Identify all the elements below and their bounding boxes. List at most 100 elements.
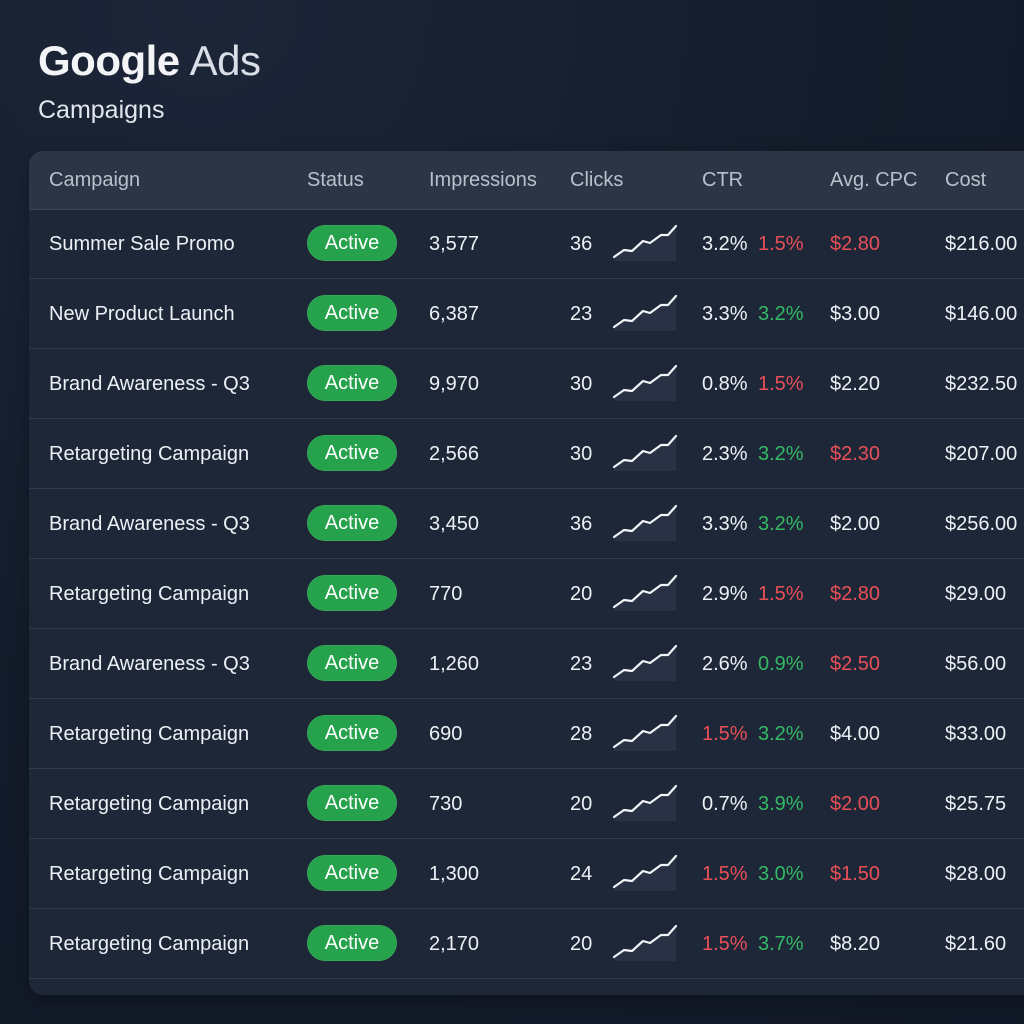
clicks-value: 24 — [570, 863, 593, 885]
avg-cpc-value: $1.50 — [830, 863, 881, 885]
ctr-value: 3.2% — [702, 233, 748, 255]
clicks-value: 28 — [570, 723, 593, 745]
impressions-value: 3,577 — [429, 233, 480, 255]
impressions-value: 3,450 — [429, 513, 480, 535]
trend-line-icon — [612, 224, 678, 261]
impressions-value: 2,566 — [429, 443, 480, 465]
ctr-value: 1.5% — [702, 933, 748, 955]
table-row[interactable]: New Product Launch Active 6,387 23 3.3% … — [29, 279, 1024, 349]
cost-value: $28.00 — [945, 863, 1007, 885]
ctr-value: 2.9% — [702, 583, 748, 605]
column-avg-cpc[interactable]: Avg. CPC — [830, 169, 918, 191]
table-row[interactable]: Retargeting Campaign Active 690 28 1.5% … — [29, 699, 1024, 769]
table-row[interactable]: Retargeting Campaign Active 730 20 0.7% … — [29, 769, 1024, 839]
ctr-change-value: 3.2% — [758, 303, 804, 325]
avg-cpc-value: $8.20 — [830, 933, 881, 955]
brand-google-text: Google — [38, 37, 180, 84]
table-row[interactable]: Retargeting Campaign Active 2,566 30 2.3… — [29, 419, 1024, 489]
clicks-value: 36 — [570, 233, 593, 255]
campaign-name[interactable]: New Product Launch — [49, 303, 235, 325]
column-campaign[interactable]: Campaign — [49, 169, 141, 191]
impressions-value: 2,170 — [429, 933, 480, 955]
cost-value: $256.00 — [945, 513, 1018, 535]
avg-cpc-value: $4.00 — [830, 723, 881, 745]
ctr-change-value: 3.2% — [758, 723, 804, 745]
trend-line-icon — [612, 854, 678, 891]
ctr-value: 2.3% — [702, 443, 748, 465]
ctr-change-value: 3.2% — [758, 443, 804, 465]
avg-cpc-value: $2.20 — [830, 373, 881, 395]
avg-cpc-value: $2.30 — [830, 443, 881, 465]
avg-cpc-value: $2.00 — [830, 793, 881, 815]
status-badge: Active — [307, 715, 397, 751]
trend-line-icon — [612, 784, 678, 821]
campaign-name[interactable]: Retargeting Campaign — [49, 443, 250, 465]
google-ads-logo: Google Ads — [38, 38, 261, 84]
column-impressions[interactable]: Impressions — [429, 169, 537, 191]
campaign-name[interactable]: Retargeting Campaign — [49, 863, 250, 885]
table-row[interactable]: Summer Sale Promo Active 3,577 36 3.2% 1… — [29, 209, 1024, 279]
column-ctr[interactable]: CTR — [702, 169, 744, 191]
cost-value: $207.00 — [945, 443, 1018, 465]
clicks-value: 36 — [570, 513, 593, 535]
table-row[interactable]: Retargeting Campaign Active 1,300 24 1.5… — [29, 839, 1024, 909]
ctr-change-value: 1.5% — [758, 583, 804, 605]
table-header: Campaign Status Impressions Clicks CTR A… — [29, 151, 1024, 210]
impressions-value: 770 — [429, 583, 463, 605]
ctr-value: 1.5% — [702, 863, 748, 885]
status-badge: Active — [307, 575, 397, 611]
clicks-value: 30 — [570, 443, 593, 465]
status-badge: Active — [307, 435, 397, 471]
avg-cpc-value: $2.50 — [830, 653, 881, 675]
clicks-value: 23 — [570, 653, 593, 675]
clicks-value: 20 — [570, 933, 593, 955]
clicks-value: 23 — [570, 303, 593, 325]
table-row[interactable]: Brand Awareness - Q3 Active 1,260 23 2.6… — [29, 629, 1024, 699]
table-row[interactable]: Brand Awareness - Q3 Active 3,450 36 3.3… — [29, 489, 1024, 559]
table-row[interactable]: Brand Awareness - Q3 Active 9,970 30 0.8… — [29, 349, 1024, 419]
cost-value: $25.75 — [945, 793, 1007, 815]
brand-ads-text: Ads — [189, 37, 261, 84]
trend-line-icon — [612, 364, 678, 401]
column-clicks[interactable]: Clicks — [570, 169, 624, 191]
avg-cpc-value: $2.00 — [830, 513, 881, 535]
status-badge: Active — [307, 505, 397, 541]
trend-line-icon — [612, 294, 678, 331]
impressions-value: 6,387 — [429, 303, 480, 325]
clicks-value: 20 — [570, 583, 593, 605]
ctr-change-value: 3.9% — [758, 793, 804, 815]
campaign-name[interactable]: Brand Awareness - Q3 — [49, 653, 250, 675]
cost-value: $216.00 — [945, 233, 1018, 255]
table-row[interactable]: Retargeting Campaign Active 2,170 20 1.5… — [29, 909, 1024, 979]
impressions-value: 690 — [429, 723, 463, 745]
cost-value: $33.00 — [945, 723, 1007, 745]
ctr-value: 0.8% — [702, 373, 748, 395]
campaign-name[interactable]: Summer Sale Promo — [49, 233, 235, 255]
status-badge: Active — [307, 365, 397, 401]
column-cost[interactable]: Cost — [945, 169, 987, 191]
table-row[interactable]: Retargeting Campaign Active 770 20 2.9% … — [29, 559, 1024, 629]
status-badge: Active — [307, 785, 397, 821]
trend-line-icon — [612, 714, 678, 751]
campaign-name[interactable]: Retargeting Campaign — [49, 793, 250, 815]
page-title: Campaigns — [38, 96, 165, 124]
campaign-name[interactable]: Retargeting Campaign — [49, 583, 250, 605]
ctr-value: 3.3% — [702, 513, 748, 535]
campaign-name[interactable]: Brand Awareness - Q3 — [49, 373, 250, 395]
ctr-change-value: 0.9% — [758, 653, 804, 675]
campaigns-table: Campaign Status Impressions Clicks CTR A… — [29, 151, 1024, 995]
status-badge: Active — [307, 925, 397, 961]
avg-cpc-value: $3.00 — [830, 303, 881, 325]
campaign-name[interactable]: Brand Awareness - Q3 — [49, 513, 250, 535]
avg-cpc-value: $2.80 — [830, 583, 881, 605]
impressions-value: 730 — [429, 793, 463, 815]
column-status[interactable]: Status — [307, 169, 364, 191]
table-body: Summer Sale Promo Active 3,577 36 3.2% 1… — [29, 209, 1024, 979]
trend-line-icon — [612, 574, 678, 611]
trend-line-icon — [612, 504, 678, 541]
campaign-name[interactable]: Retargeting Campaign — [49, 933, 250, 955]
ctr-value: 3.3% — [702, 303, 748, 325]
campaign-name[interactable]: Retargeting Campaign — [49, 723, 250, 745]
trend-line-icon — [612, 924, 678, 961]
